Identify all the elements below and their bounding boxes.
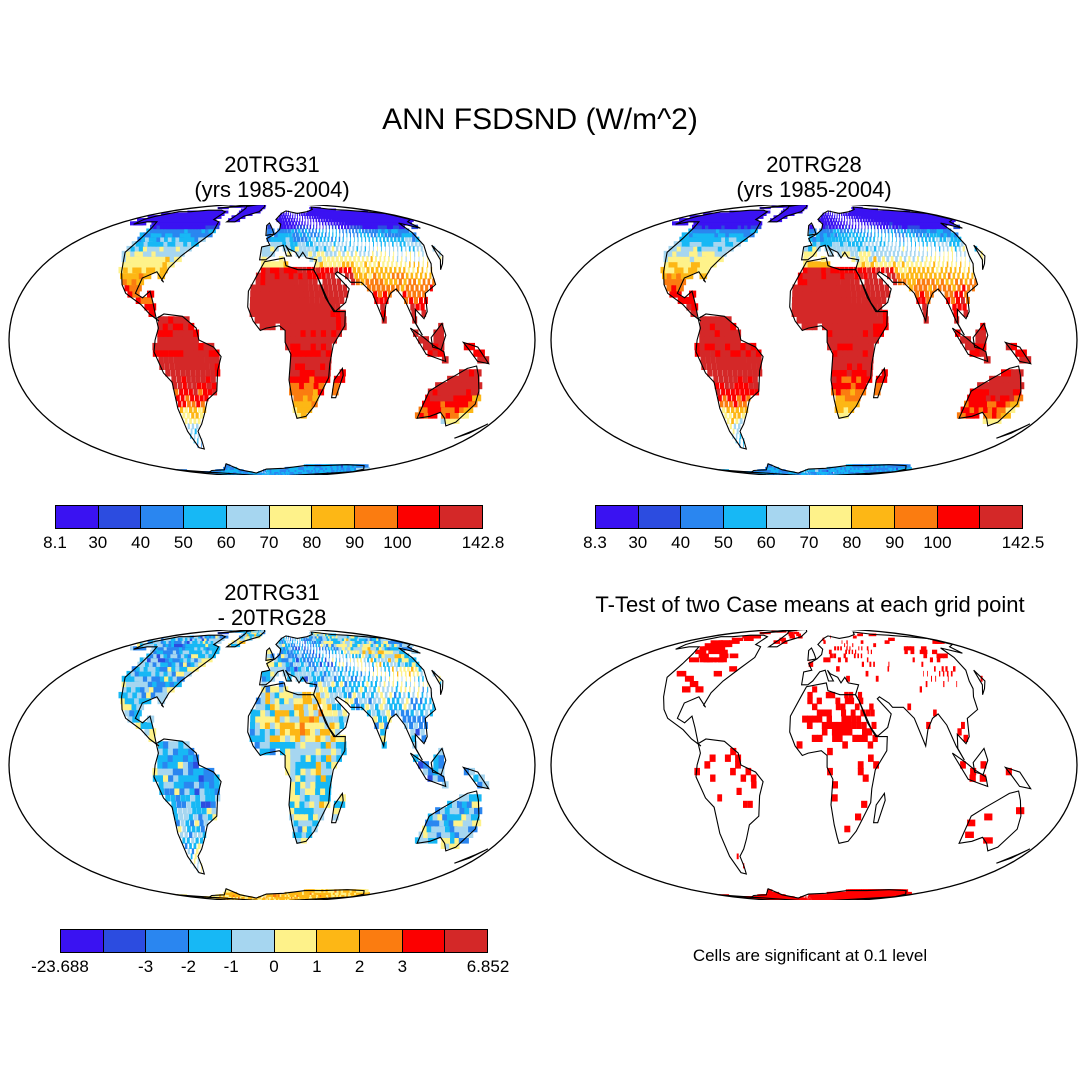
colorbar-tick-label: 142.5 [1001, 533, 1045, 552]
colorbar-swatch [103, 930, 147, 952]
colorbar-swatch [141, 506, 185, 528]
colorbar-swatch [980, 506, 1023, 528]
panel-3-title-line1: 20TRG31 [224, 580, 320, 605]
colorbar-tick-label: 40 [131, 533, 151, 552]
colorbar-tick-label: -1 [223, 957, 239, 976]
colorbar-swatch [274, 930, 318, 952]
map-panel-1 [8, 205, 536, 475]
colorbar-tick-label: 2 [354, 957, 365, 976]
figure-title: ANN FSDSND (W/m^2) [382, 103, 698, 136]
colorbar-swatch [189, 930, 232, 952]
colorbar-swatch [638, 506, 682, 528]
colorbar-swatch [596, 506, 639, 528]
colorbar-tick-label: 80 [842, 533, 862, 552]
colorbar-panel-2 [595, 505, 1023, 529]
colorbar-swatch [56, 506, 99, 528]
map-border [550, 630, 1078, 900]
map-grid-cells [676, 630, 1025, 900]
colorbar-swatch [894, 506, 938, 528]
colorbar-swatch [440, 506, 483, 528]
map-border [8, 205, 536, 475]
colorbar-tick-label: 50 [173, 533, 193, 552]
colorbar-swatch [312, 506, 355, 528]
colorbar-tick-label: 60 [756, 533, 776, 552]
colorbar-swatch [317, 930, 360, 952]
colorbar-panel-3 [60, 929, 488, 953]
colorbar-tick-label: 100 [383, 533, 412, 552]
panel-2-title-line1: 20TRG28 [766, 152, 862, 177]
map-grid-cells [660, 205, 1032, 475]
colorbar-tick-label: 80 [302, 533, 322, 552]
colorbar-swatch [809, 506, 853, 528]
colorbar-tick-label: 30 [88, 533, 108, 552]
significance-note: Cells are significant at 0.1 level [692, 946, 928, 965]
map-panel-4 [550, 630, 1078, 900]
colorbar-tick-label: -3 [138, 957, 154, 976]
colorbar-swatch [354, 506, 398, 528]
colorbar-tick-label: 0 [269, 957, 279, 976]
colorbar-swatch [445, 930, 488, 952]
colorbar-tick-label: 3 [397, 957, 408, 976]
colorbar-swatch [766, 506, 810, 528]
map-grid-cells [118, 630, 490, 900]
map-border [550, 205, 1078, 475]
colorbar-tick-label: 1 [312, 957, 322, 976]
coastlines [663, 205, 1032, 475]
colorbar-tick-label: 70 [259, 533, 279, 552]
colorbar-tick-label: 8.1 [43, 533, 67, 552]
colorbar-tick-label: 8.3 [583, 533, 607, 552]
colorbar-tick-label: 40 [671, 533, 691, 552]
panel-1-title: 20TRG31 (yrs 1985-2004) [62, 152, 482, 202]
colorbar-tick-label: -23.688 [31, 957, 89, 976]
colorbar-swatch [226, 506, 270, 528]
colorbar-swatch [937, 506, 981, 528]
colorbar-swatch [852, 506, 895, 528]
colorbar-tick-label: 60 [216, 533, 236, 552]
colorbar-swatch [724, 506, 767, 528]
colorbar-swatch [184, 506, 227, 528]
colorbar-tick-label: 30 [628, 533, 648, 552]
panel-3-title: 20TRG31 - 20TRG28 [62, 580, 482, 630]
coastlines [121, 630, 490, 900]
colorbar-swatch [269, 506, 313, 528]
colorbar-tick-label: -2 [180, 957, 196, 976]
map-grid-cells [118, 205, 490, 475]
colorbar-swatch [402, 930, 446, 952]
colorbar-tick-label: 90 [345, 533, 365, 552]
panel-3-title-line2: - 20TRG28 [217, 605, 327, 630]
colorbar-tick-label: 70 [799, 533, 819, 552]
colorbar-swatch [231, 930, 275, 952]
colorbar-swatch [146, 930, 190, 952]
panel-2-title-line2: (yrs 1985-2004) [736, 177, 892, 202]
map-panel-2 [550, 205, 1078, 475]
colorbar-tick-label: 6.852 [466, 957, 510, 976]
coastlines [663, 630, 1032, 900]
colorbar-panel-1 [55, 505, 483, 529]
colorbar-swatch [61, 930, 104, 952]
colorbar-swatch [397, 506, 441, 528]
panel-2-title: 20TRG28 (yrs 1985-2004) [604, 152, 1024, 202]
colorbar-tick-label: 50 [713, 533, 733, 552]
colorbar-swatch [681, 506, 725, 528]
colorbar-tick-label: 142.8 [461, 533, 505, 552]
colorbar-tick-label: 100 [923, 533, 952, 552]
colorbar-swatch [98, 506, 142, 528]
coastlines [121, 205, 490, 475]
panel-1-title-line1: 20TRG31 [224, 152, 320, 177]
panel-1-title-line2: (yrs 1985-2004) [194, 177, 350, 202]
panel-4-title: T-Test of two Case means at each grid po… [595, 592, 1025, 617]
colorbar-swatch [359, 930, 403, 952]
colorbar-tick-label: 90 [885, 533, 905, 552]
map-panel-3 [8, 630, 536, 900]
map-border [8, 630, 536, 900]
